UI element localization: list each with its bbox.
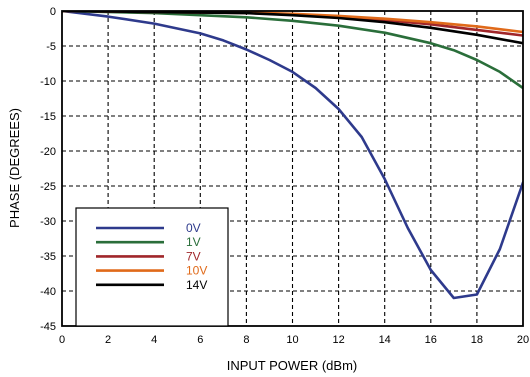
legend-label: 1V	[186, 235, 201, 249]
x-tick-label: 0	[59, 334, 65, 346]
series-lines	[62, 11, 523, 300]
y-tick-label: -30	[40, 216, 56, 228]
legend-label: 10V	[186, 264, 207, 278]
y-tick-label: -35	[40, 251, 56, 263]
y-tick-label: -15	[40, 111, 56, 123]
series-line-0v	[62, 11, 523, 300]
plot-frame	[61, 10, 524, 327]
grid-lines	[62, 11, 523, 326]
legend-label: 0V	[186, 221, 201, 235]
x-tick-label: 4	[151, 334, 157, 346]
x-tick-label: 18	[471, 334, 483, 346]
y-tick-labels: 0 -5 -10 -15 -20 -25 -30 -35 -40 -45	[40, 6, 56, 333]
x-axis-title: INPUT POWER (dBm)	[227, 358, 358, 373]
x-tick-label: 2	[105, 334, 111, 346]
legend-label: 14V	[186, 278, 207, 292]
y-tick-label: -10	[40, 76, 56, 88]
x-tick-label: 10	[286, 334, 298, 346]
y-tick-label: -45	[40, 321, 56, 333]
x-tick-labels: 0 2 4 6 8 10 12 14 16 18 20	[59, 334, 529, 346]
x-tick-label: 20	[517, 334, 529, 346]
y-tick-label: 0	[50, 6, 56, 18]
series-line-1v	[62, 11, 523, 90]
y-tick-label: -40	[40, 286, 56, 298]
series-line-14v	[62, 11, 523, 45]
x-tick-label: 8	[243, 334, 249, 346]
x-tick-label: 14	[379, 334, 391, 346]
y-tick-label: -20	[40, 146, 56, 158]
x-tick-label: 16	[425, 334, 437, 346]
y-axis-title: PHASE (DEGREES)	[7, 108, 22, 228]
y-tick-label: -5	[46, 41, 56, 53]
x-tick-label: 12	[332, 334, 344, 346]
legend-label: 7V	[186, 249, 201, 263]
y-tick-label: -25	[40, 181, 56, 193]
x-tick-label: 6	[197, 334, 203, 346]
